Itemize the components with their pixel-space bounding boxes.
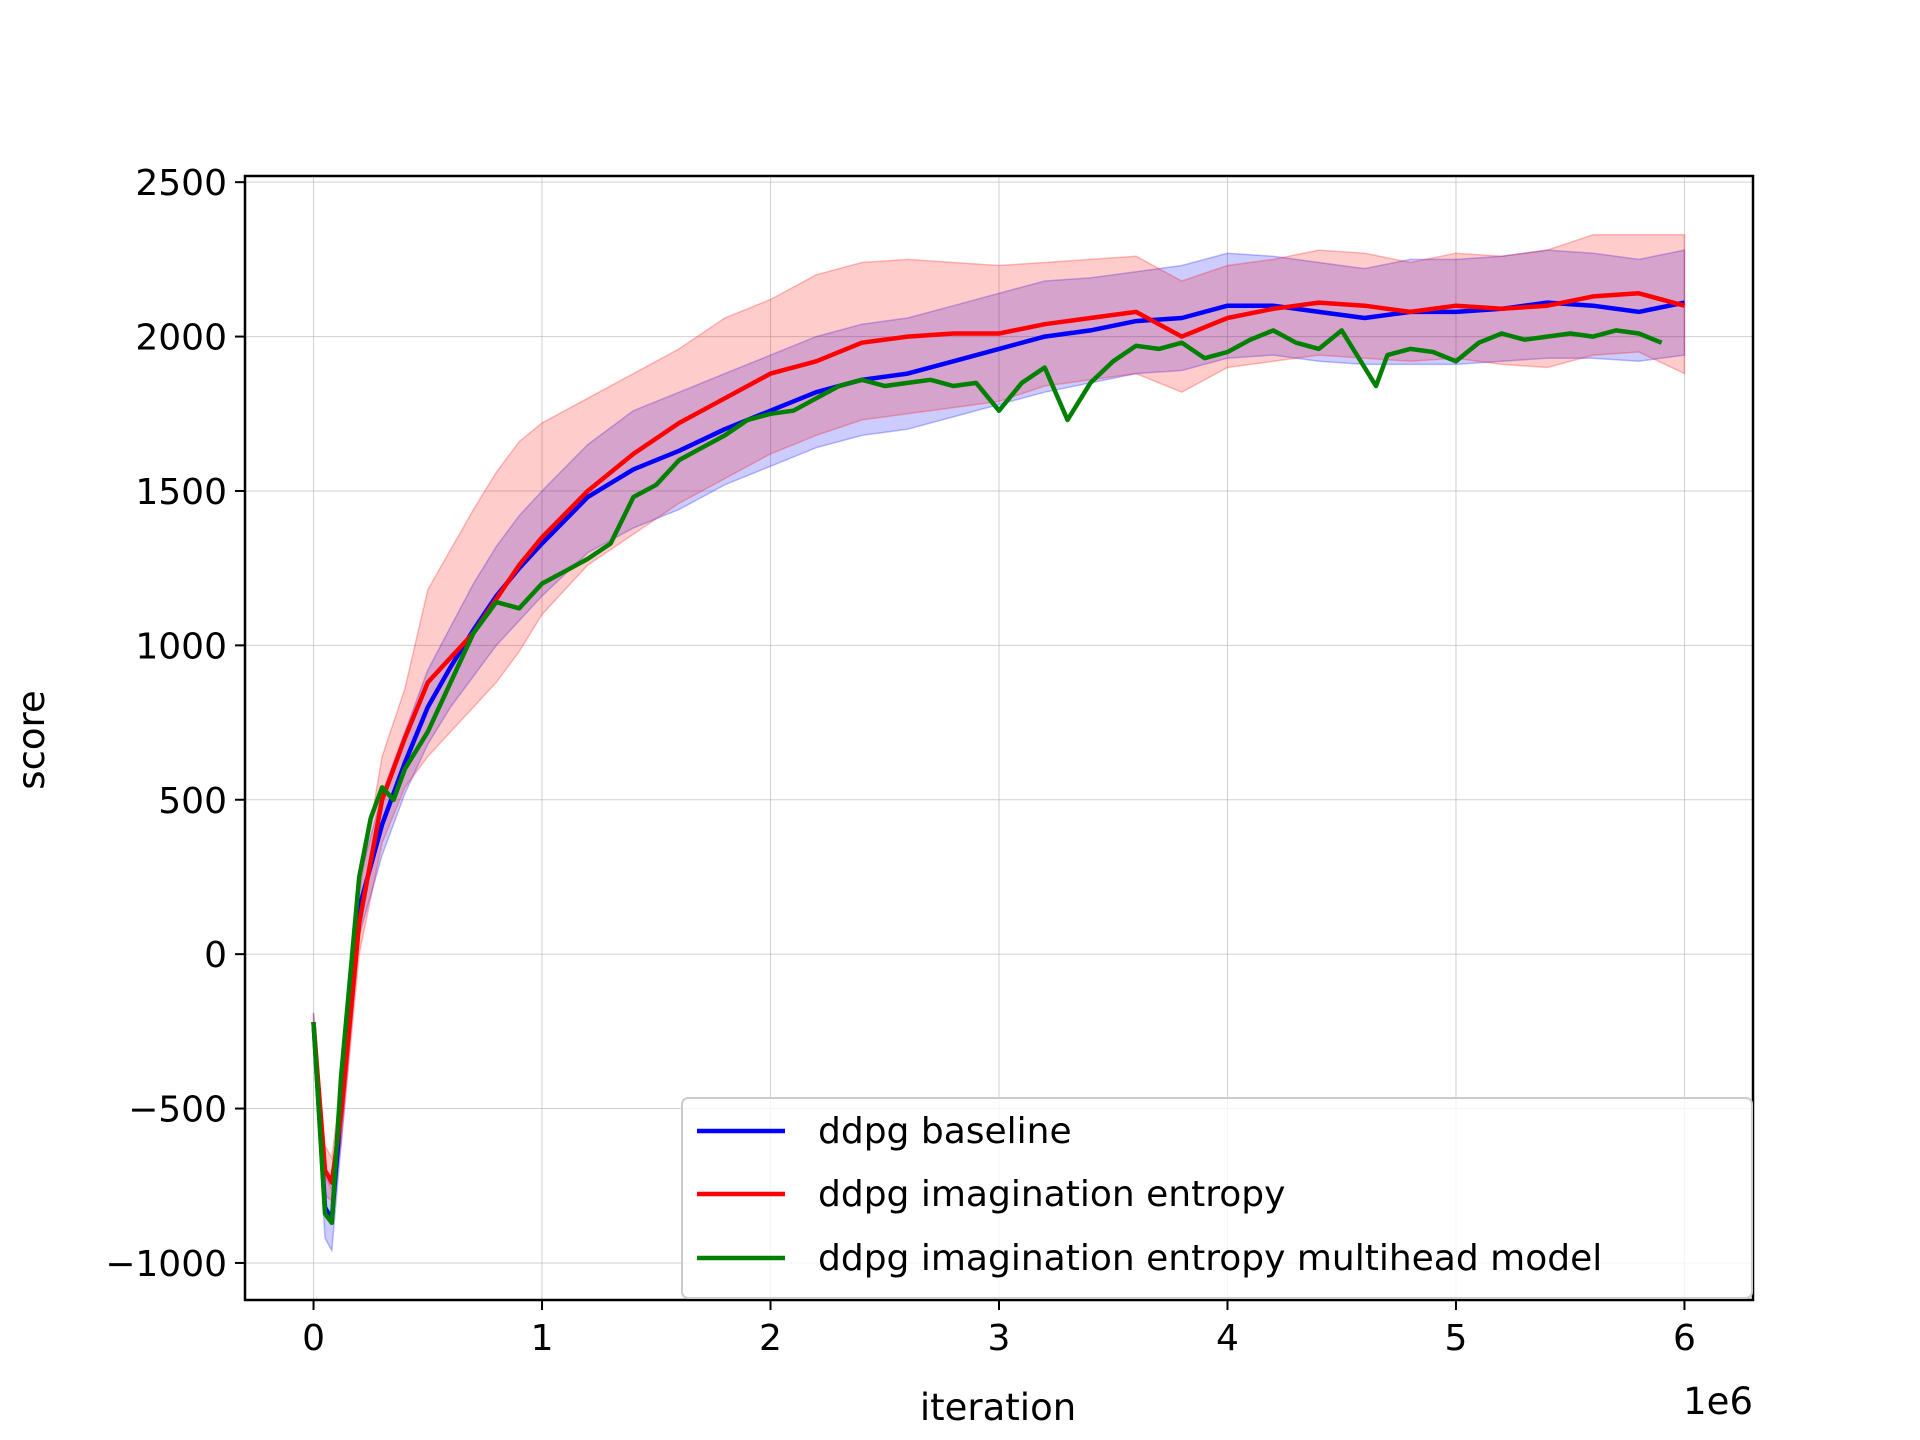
band-ddpg-imagination-entropy — [312, 233, 1686, 1203]
legend: ddpg baseline ddpg imagination entropy d… — [681, 1097, 1753, 1299]
y-axis-ticks: −1000 −500 0 500 1000 1500 2000 2500 — [105, 163, 245, 1285]
x-axis-title: iteration — [920, 1386, 1076, 1429]
x-tick-label: 1 — [531, 1318, 554, 1359]
x-tick-label: 0 — [302, 1318, 325, 1359]
y-tick-label: −500 — [128, 1090, 227, 1131]
series-lines — [311, 291, 1686, 1226]
y-tick-label: 2500 — [135, 163, 227, 204]
y-tick-label: 500 — [158, 781, 227, 822]
x-axis-offset-label: 1e6 — [1683, 1380, 1753, 1423]
x-tick-label: 4 — [1216, 1318, 1239, 1359]
y-tick-label: −1000 — [105, 1244, 227, 1285]
x-tick-label: 2 — [759, 1318, 782, 1359]
band-ddpg-baseline — [312, 249, 1686, 1254]
x-axis-ticks: 0 1 2 3 4 5 6 — [302, 1300, 1696, 1359]
legend-label-ddpg-imagination-entropy: ddpg imagination entropy — [818, 1174, 1285, 1215]
line-ddpg-imagination-entropy-multihead-model — [311, 328, 1663, 1226]
line-ddpg-imagination-entropy — [311, 291, 1686, 1185]
y-tick-label: 1000 — [135, 626, 227, 667]
x-tick-label: 5 — [1445, 1318, 1468, 1359]
y-tick-label: 0 — [204, 935, 227, 976]
y-axis-title: score — [10, 690, 53, 789]
legend-label-ddpg-imagination-entropy-multihead-model: ddpg imagination entropy multihead model — [818, 1238, 1602, 1279]
x-tick-label: 6 — [1673, 1318, 1696, 1359]
x-tick-label: 3 — [988, 1318, 1011, 1359]
confidence-bands — [312, 233, 1686, 1254]
legend-box — [681, 1097, 1753, 1299]
legend-label-ddpg-baseline: ddpg baseline — [818, 1111, 1072, 1152]
y-tick-label: 1500 — [135, 472, 227, 513]
y-tick-label: 2000 — [135, 318, 227, 359]
